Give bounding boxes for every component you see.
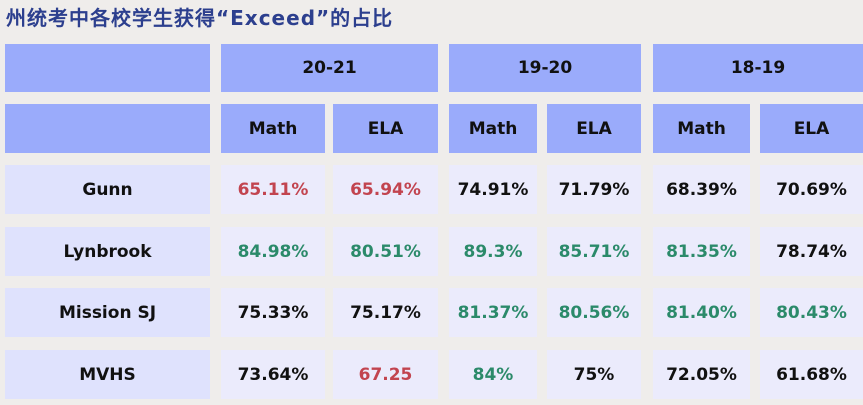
percent-cell: 73.64% [221, 350, 325, 399]
percent-cell: 85.71% [547, 227, 641, 276]
percent-cell: 84% [449, 350, 537, 399]
percent-cell: 65.11% [221, 165, 325, 214]
percent-cell: 75.17% [333, 288, 438, 337]
percent-cell: 61.68% [760, 350, 863, 399]
percent-cell: 89.3% [449, 227, 537, 276]
school-name: MVHS [5, 350, 210, 399]
subject-header: Math [653, 104, 750, 153]
percent-cell: 65.94% [333, 165, 438, 214]
percent-cell: 70.69% [760, 165, 863, 214]
percent-cell: 74.91% [449, 165, 537, 214]
corner-cell [5, 44, 210, 92]
percent-cell: 75.33% [221, 288, 325, 337]
percent-cell: 71.79% [547, 165, 641, 214]
year-header: 18-19 [653, 44, 863, 92]
percent-cell: 80.56% [547, 288, 641, 337]
school-name: Gunn [5, 165, 210, 214]
percent-cell: 67.25 [333, 350, 438, 399]
percent-cell: 81.35% [653, 227, 750, 276]
title: 州统考中各校学生获得“Exceed”的占比 [6, 6, 394, 30]
percent-cell: 80.43% [760, 288, 863, 337]
percent-cell: 81.40% [653, 288, 750, 337]
percent-cell: 84.98% [221, 227, 325, 276]
percent-cell: 78.74% [760, 227, 863, 276]
school-name: Lynbrook [5, 227, 210, 276]
percent-cell: 80.51% [333, 227, 438, 276]
subject-header: Math [449, 104, 537, 153]
percent-cell: 72.05% [653, 350, 750, 399]
subject-header: ELA [333, 104, 438, 153]
subject-header: ELA [547, 104, 641, 153]
school-name: Mission SJ [5, 288, 210, 337]
year-header: 20-21 [221, 44, 438, 92]
percent-cell: 81.37% [449, 288, 537, 337]
year-header: 19-20 [449, 44, 641, 92]
corner-cell [5, 104, 210, 153]
subject-header: Math [221, 104, 325, 153]
percent-cell: 75% [547, 350, 641, 399]
percent-cell: 68.39% [653, 165, 750, 214]
subject-header: ELA [760, 104, 863, 153]
